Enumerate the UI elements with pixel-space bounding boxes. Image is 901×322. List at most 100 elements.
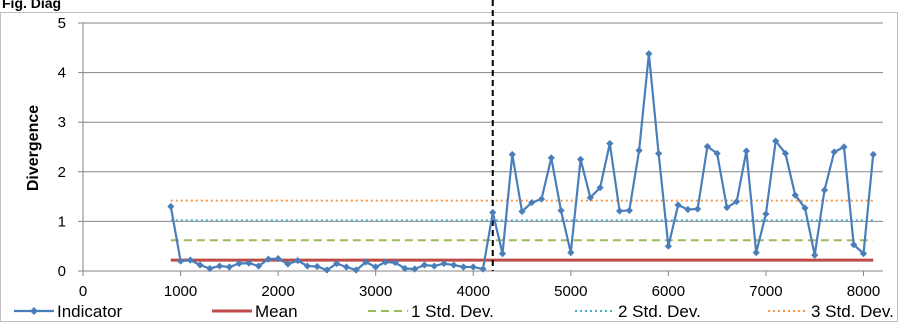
indicator-point [459, 263, 468, 271]
indicator-point [372, 263, 380, 271]
indicator-point [196, 261, 204, 269]
indicator-point [176, 257, 185, 265]
indicator-point [537, 195, 546, 203]
x-tick-label-2000: 2000 [261, 283, 294, 300]
y-tick-label-1: 1 [58, 213, 66, 230]
axes: 0 1 2 3 4 5 0 1000 2000 3000 4000 5000 6000 7000 8000 [58, 15, 883, 300]
indicator-point [255, 262, 263, 270]
indicator-point [694, 205, 702, 213]
indicator-point [655, 149, 663, 158]
y-tick-label-2: 2 [58, 164, 66, 181]
indicator-point [762, 210, 770, 218]
chart-border [0, 12, 898, 322]
indicator-point [781, 149, 790, 158]
indicator-point [440, 259, 448, 268]
indicator-point [742, 147, 751, 155]
indicator-point [547, 154, 555, 162]
series-layer [167, 0, 877, 274]
indicator-point [313, 262, 321, 271]
legend-label-2-std-dev-: 2 Std. Dev. [618, 302, 701, 321]
indicator-point [664, 242, 672, 250]
indicator-point [391, 258, 399, 267]
y-tick-label-4: 4 [58, 65, 66, 82]
indicator-point [830, 148, 838, 156]
x-tick-label-1000: 1000 [164, 283, 197, 300]
indicator-point [674, 201, 682, 209]
x-tick-label-7000: 7000 [749, 283, 782, 300]
x-tick-label-0: 0 [79, 283, 87, 300]
indicator-point [850, 241, 858, 249]
indicator-point [528, 198, 536, 207]
legend-marker-indicator [30, 307, 38, 315]
top-caption: Fig. Diag [2, 0, 61, 11]
indicator-point [215, 262, 224, 270]
indicator-point [323, 266, 331, 274]
indicator-point [576, 155, 585, 163]
x-tick-label-6000: 6000 [652, 283, 685, 300]
y-axis-title: Divergence [25, 105, 42, 191]
y-tick-label-0: 0 [58, 263, 66, 280]
indicator-point [264, 255, 272, 263]
indicator-point [381, 258, 390, 266]
y-tick-label-5: 5 [58, 15, 66, 32]
indicator-point [206, 264, 214, 273]
legend-label-mean: Mean [255, 302, 298, 321]
indicator-point [713, 149, 721, 158]
indicator-line [169, 53, 875, 272]
indicator-point [284, 260, 292, 268]
indicator-point [586, 193, 594, 202]
indicator-point [733, 197, 741, 206]
indicator-point [225, 263, 233, 271]
legend-label-3-std-dev-: 3 Std. Dev. [811, 302, 894, 321]
indicator-point [167, 202, 175, 211]
indicator-point [615, 207, 624, 215]
indicator-point [859, 250, 868, 258]
indicator-point [362, 258, 370, 266]
indicator-point [274, 255, 282, 263]
indicator-point [352, 266, 360, 274]
x-tick-label-3000: 3000 [359, 283, 392, 300]
indicator-point [723, 203, 731, 212]
indicator-point [606, 139, 614, 148]
indicator-point [401, 264, 409, 273]
indicator-point [772, 137, 780, 145]
indicator-point [430, 262, 438, 270]
indicator-point [801, 204, 809, 212]
indicator-point [596, 184, 604, 192]
indicator-point [752, 249, 760, 257]
indicator-point [645, 50, 653, 58]
indicator-point [567, 249, 575, 257]
x-tick-label-5000: 5000 [554, 283, 587, 300]
indicator-point [791, 191, 799, 199]
indicator-point [450, 261, 458, 269]
indicator-point [811, 251, 819, 259]
indicator-point [498, 250, 507, 258]
indicator-point [294, 256, 302, 265]
indicator-point [303, 262, 311, 270]
legend-label-indicator: Indicator [57, 302, 123, 321]
indicator-point [684, 205, 692, 214]
gridlines [83, 22, 883, 222]
indicator-point [518, 207, 526, 216]
indicator-point [411, 265, 419, 273]
indicator-point [635, 146, 643, 155]
indicator-point [342, 263, 351, 271]
indicator-point [508, 150, 516, 159]
indicator-point [479, 265, 487, 273]
indicator-point [869, 150, 877, 159]
legend-label-1-std-dev-: 1 Std. Dev. [411, 302, 494, 321]
indicator-point [625, 206, 633, 215]
indicator-point [840, 143, 848, 151]
indicator-point [489, 208, 497, 217]
indicator-point [420, 261, 429, 269]
y-tick-label-3: 3 [58, 114, 66, 131]
indicator-point [469, 263, 477, 271]
legend: Indicator Mean 1 Std. Dev. 2 Std. Dev. 3 Std… [14, 302, 894, 321]
x-tick-label-8000: 8000 [847, 283, 880, 300]
indicator-point [186, 256, 194, 264]
x-tick-label-4000: 4000 [457, 283, 490, 300]
indicator-point [245, 259, 253, 267]
indicator-point [557, 206, 565, 215]
